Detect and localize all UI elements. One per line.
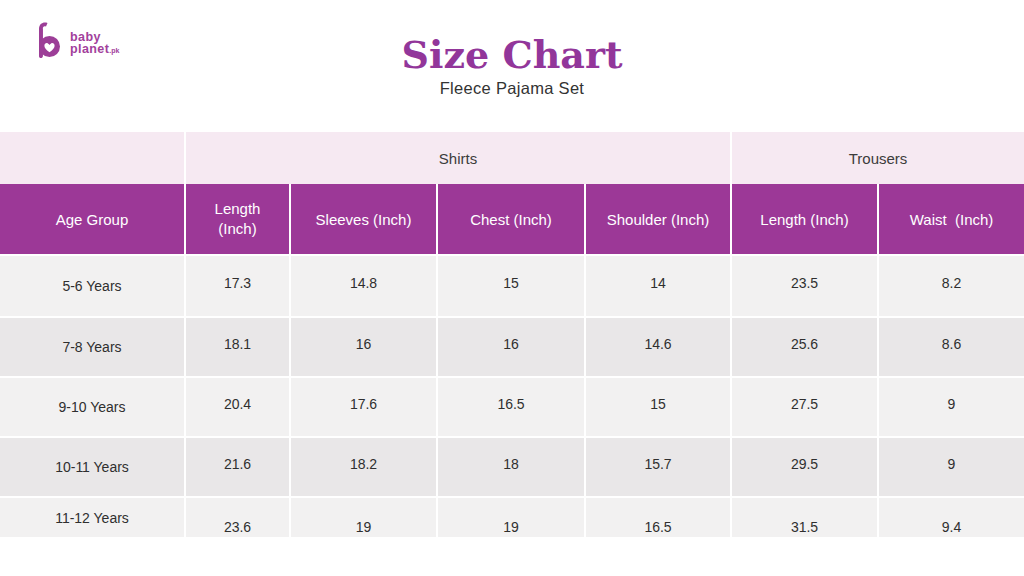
age-group-cell: 7-8 Years (0, 318, 184, 376)
value-cell: 23.5 (732, 256, 877, 316)
group-header-trousers: Trousers (732, 132, 1024, 184)
value-cell: 14.8 (291, 256, 436, 316)
value-cell: 31.5 (732, 498, 877, 537)
value-cell: 15 (586, 378, 730, 436)
age-group-cell: 5-6 Years (0, 256, 184, 316)
value-cell: 14 (586, 256, 730, 316)
value-cell: 15 (438, 256, 584, 316)
value-cell: 8.2 (879, 256, 1024, 316)
group-header-empty (0, 132, 184, 184)
value-cell: 27.5 (732, 378, 877, 436)
value-cell: 8.6 (879, 318, 1024, 376)
value-cell: 19 (438, 498, 584, 537)
col-header-shirt-length: Length (Inch) (186, 184, 289, 254)
value-cell: 18 (438, 438, 584, 496)
size-chart-table: Shirts Trousers Age Group Length (Inch) … (0, 132, 1024, 537)
size-chart-page: baby planet.pk Size Chart Fleece Pajama … (0, 0, 1024, 576)
group-header-shirts: Shirts (186, 132, 730, 184)
value-cell: 15.7 (586, 438, 730, 496)
value-cell: 21.6 (186, 438, 289, 496)
value-cell: 18.2 (291, 438, 436, 496)
value-cell: 9.4 (879, 498, 1024, 537)
age-group-cell: 9-10 Years (0, 378, 184, 436)
value-cell: 9 (879, 378, 1024, 436)
value-cell: 17.6 (291, 378, 436, 436)
value-cell: 14.6 (586, 318, 730, 376)
page-subtitle: Fleece Pajama Set (0, 79, 1024, 98)
value-cell: 19 (291, 498, 436, 537)
col-header-shoulder: Shoulder (Inch) (586, 184, 730, 254)
value-cell: 16.5 (586, 498, 730, 537)
value-cell: 17.3 (186, 256, 289, 316)
age-group-cell: 10-11 Years (0, 438, 184, 496)
value-cell: 23.6 (186, 498, 289, 537)
col-header-sleeves: Sleeves (Inch) (291, 184, 436, 254)
value-cell: 16.5 (438, 378, 584, 436)
value-cell: 18.1 (186, 318, 289, 376)
value-cell: 16 (291, 318, 436, 376)
col-header-age-group: Age Group (0, 184, 184, 254)
col-header-chest: Chest (Inch) (438, 184, 584, 254)
age-group-cell: 11-12 Years (0, 498, 184, 537)
value-cell: 25.6 (732, 318, 877, 376)
page-title: Size Chart (0, 36, 1024, 74)
value-cell: 20.4 (186, 378, 289, 436)
value-cell: 9 (879, 438, 1024, 496)
col-header-trouser-length: Length (Inch) (732, 184, 877, 254)
value-cell: 16 (438, 318, 584, 376)
col-header-waist: Waist (Inch) (879, 184, 1024, 254)
value-cell: 29.5 (732, 438, 877, 496)
